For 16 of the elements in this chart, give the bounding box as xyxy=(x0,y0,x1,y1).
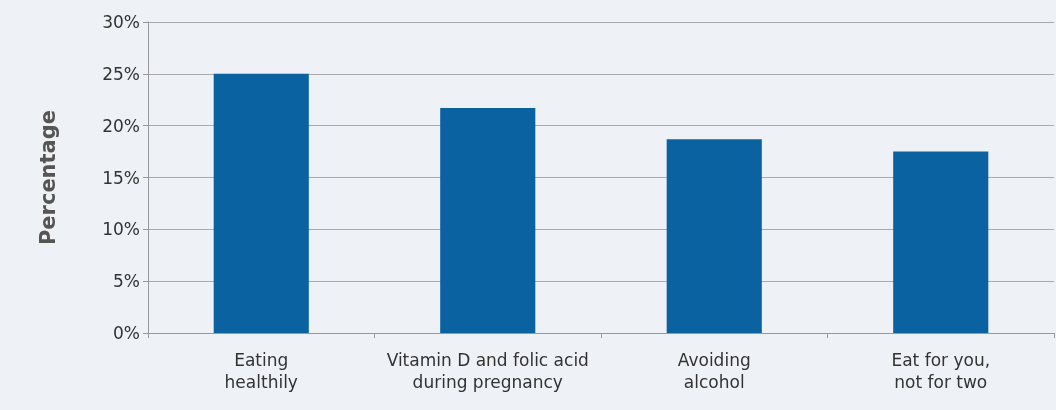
y-tick-label: 15% xyxy=(102,167,140,188)
y-tick-label: 5% xyxy=(113,271,140,292)
x-tick-label: Eat for you, not for two xyxy=(891,350,991,392)
bar xyxy=(213,73,309,333)
bar xyxy=(666,139,762,333)
x-tick-label: Vitamin D and folic acid during pregnancy xyxy=(386,350,589,392)
y-tick-label: 25% xyxy=(102,63,140,84)
y-tick-label: 0% xyxy=(113,323,140,343)
x-tick-label: Eating healthily xyxy=(224,350,298,392)
bar xyxy=(893,151,989,333)
y-axis-title: Percentage xyxy=(35,109,60,246)
y-tick-label: 30% xyxy=(102,12,140,32)
y-tick-label: 10% xyxy=(102,219,140,240)
bar xyxy=(440,108,536,333)
y-tick-label: 20% xyxy=(102,115,140,136)
x-tick-label: Avoiding alcohol xyxy=(677,350,751,392)
